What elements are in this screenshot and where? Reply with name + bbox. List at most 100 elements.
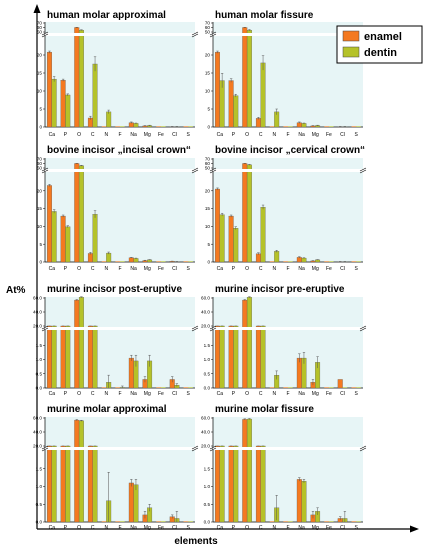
bar-dentin [133, 484, 139, 523]
x-tick-label: N [273, 525, 277, 531]
y-tick-label: 0.5 [204, 371, 211, 376]
bar-dentin [65, 94, 71, 128]
x-tick-label: F [286, 391, 289, 397]
axis-break-mark [191, 33, 199, 38]
y-tick-label: 60.0 [201, 296, 210, 301]
panel-title: human molar fissure [215, 10, 314, 21]
y-tick-label: 1.5 [36, 343, 43, 348]
x-tick-label: P [64, 266, 68, 272]
bar-enamel [183, 126, 189, 127]
axis-break-band [213, 33, 363, 36]
y-tick-label: 50 [205, 30, 211, 35]
bar-enamel [255, 445, 261, 523]
legend: enamel dentin [336, 25, 423, 64]
bar-dentin [120, 521, 125, 522]
y-tick-label: 10 [205, 224, 211, 229]
y-tick-label: 40.0 [201, 430, 210, 435]
x-tick-label: C [259, 391, 263, 397]
y-tick-label: 50 [205, 166, 211, 171]
x-tick-label: F [118, 525, 121, 531]
bar-dentin [188, 126, 193, 127]
x-tick-label: C [91, 525, 95, 531]
bar-enamel [283, 126, 288, 127]
bar-dentin [356, 387, 361, 388]
y-tick-label: 1.5 [204, 343, 211, 348]
legend-swatch-dentin [342, 46, 360, 58]
x-tick-label: Ca [49, 525, 56, 531]
bar-enamel [228, 215, 234, 263]
bar-enamel [283, 387, 288, 388]
x-tick-label: Mg [144, 525, 151, 531]
axis-break-mark [41, 33, 49, 38]
bar-enamel [228, 445, 234, 523]
y-tick-label: 60 [37, 161, 43, 166]
bar-enamel [337, 379, 343, 389]
bar-dentin [51, 78, 57, 128]
axis-break-mark [209, 445, 217, 450]
bar-dentin [219, 325, 225, 389]
bar-dentin [233, 228, 239, 263]
bar-dentin [233, 325, 239, 389]
bar-enamel [183, 521, 189, 522]
bar-enamel [215, 325, 220, 389]
bar-dentin [120, 126, 125, 127]
x-tick-label: S [355, 266, 359, 272]
bar-dentin [328, 261, 334, 262]
axis-break-mark [191, 167, 199, 172]
axis-break-mark [41, 325, 49, 330]
y-tick-label: 5 [207, 107, 210, 112]
panel-title: murine molar approximal [47, 404, 167, 415]
figure-y-arrow [33, 4, 41, 13]
bar-enamel [269, 387, 275, 388]
bar-dentin [260, 207, 266, 263]
bar-enamel [324, 387, 329, 388]
bar-enamel [324, 261, 329, 262]
bar-dentin [160, 387, 166, 388]
x-tick-label: Cl [172, 525, 177, 531]
bar-enamel [296, 479, 302, 523]
y-tick-label: 15 [37, 71, 43, 76]
bar-enamel [87, 445, 93, 523]
y-tick-label: 10 [37, 224, 43, 229]
x-tick-label: O [77, 391, 81, 397]
y-tick-label: 1.0 [36, 484, 43, 489]
figure-x-arrow [410, 525, 419, 533]
bar-dentin [219, 445, 225, 523]
x-tick-label: N [273, 132, 277, 138]
bar-enamel [47, 445, 52, 523]
bar-dentin [78, 165, 84, 263]
legend-label-dentin: dentin [364, 47, 397, 59]
y-tick-label: 20.0 [33, 444, 42, 449]
bar-enamel [128, 482, 134, 523]
y-tick-label: 70 [37, 157, 43, 162]
x-tick-label: Cl [172, 266, 177, 272]
axis-break-mark [209, 167, 217, 172]
x-tick-label: Ca [217, 391, 224, 397]
bar-dentin [301, 481, 307, 523]
bar-dentin [51, 325, 57, 389]
x-tick-label: C [91, 391, 95, 397]
panel-title: bovine incisor „cervical crown“ [215, 145, 365, 156]
bar-enamel [74, 419, 80, 523]
x-tick-label: O [77, 132, 81, 138]
bar-enamel [115, 126, 120, 127]
x-tick-label: Ca [49, 132, 56, 138]
x-tick-label: Mg [144, 132, 151, 138]
x-tick-label: O [245, 525, 249, 531]
bar-enamel [351, 521, 357, 522]
bar-dentin [65, 325, 71, 389]
bar-enamel [47, 185, 52, 263]
y-tick-label: 0.0 [204, 386, 211, 391]
x-tick-label: Ca [217, 525, 224, 531]
panel-8: murine molar fissure 0.0 0.5 1.0 1.5 20.0 40.0… [201, 404, 367, 531]
figure-xlabel: elements [174, 536, 218, 547]
bar-dentin [342, 387, 348, 388]
x-tick-label: Mg [144, 266, 151, 272]
x-tick-label: N [273, 391, 277, 397]
bar-enamel [115, 521, 120, 522]
bar-enamel [283, 261, 288, 262]
x-tick-label: Na [298, 525, 305, 531]
y-tick-label: 0 [207, 260, 210, 265]
bar-dentin [120, 261, 125, 262]
